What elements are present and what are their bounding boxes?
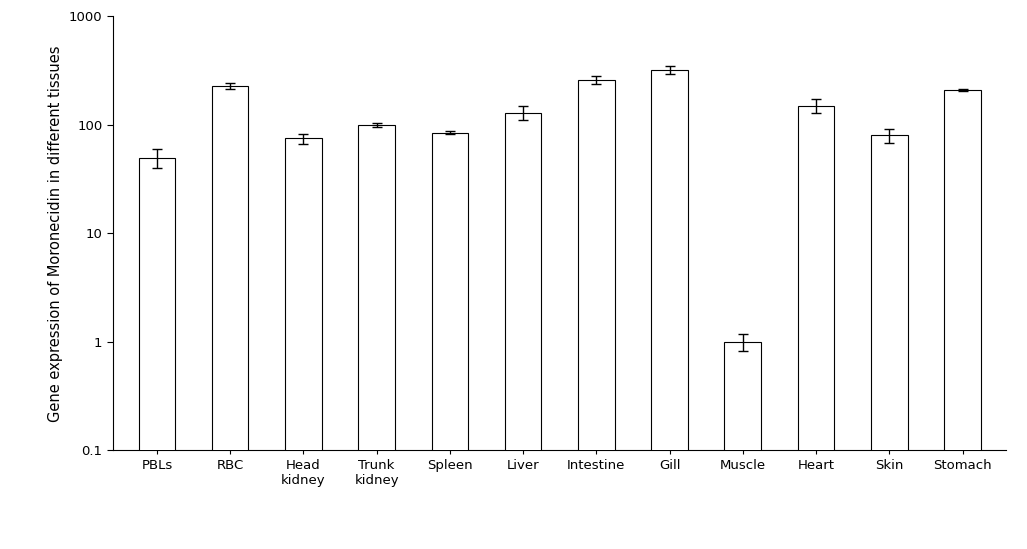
Y-axis label: Gene expression of Moronecidin in different tissues: Gene expression of Moronecidin in differ… — [48, 45, 64, 422]
Bar — [724, 341, 761, 549]
Bar — [651, 70, 688, 549]
Bar — [286, 138, 321, 549]
Bar — [139, 158, 176, 549]
Bar — [798, 106, 834, 549]
Bar — [505, 113, 541, 549]
Bar — [944, 90, 981, 549]
Bar — [578, 80, 614, 549]
Bar — [358, 125, 395, 549]
Bar — [871, 136, 908, 549]
Bar — [212, 86, 249, 549]
Bar — [431, 132, 468, 549]
